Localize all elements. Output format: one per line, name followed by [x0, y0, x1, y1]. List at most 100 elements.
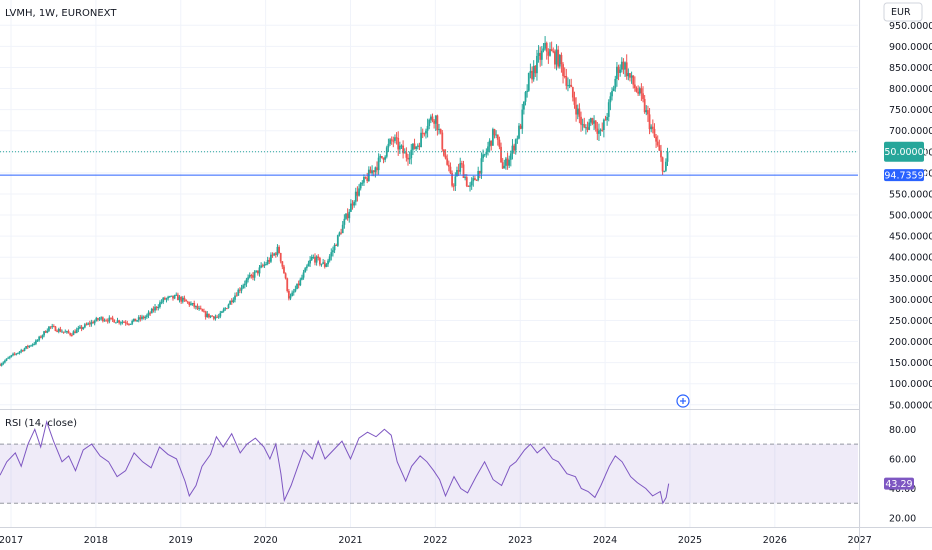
candle: [534, 65, 537, 74]
candle: [286, 278, 289, 292]
candle: [547, 51, 550, 56]
candle: [13, 353, 16, 355]
candle: [221, 311, 223, 313]
candle: [431, 116, 434, 121]
candle: [467, 185, 470, 187]
candle: [186, 301, 189, 303]
candle: [421, 132, 424, 134]
candle: [248, 274, 251, 278]
candle: [560, 54, 563, 65]
candle: [323, 262, 326, 267]
candle: [495, 134, 498, 136]
candle: [149, 312, 152, 314]
candle: [70, 335, 73, 337]
currency-button[interactable]: EUR: [883, 2, 923, 22]
candle: [567, 85, 569, 87]
candle: [18, 351, 21, 353]
candle: [304, 268, 307, 273]
candle: [648, 114, 651, 130]
candle: [147, 312, 150, 316]
candle: [39, 336, 42, 338]
candle: [230, 300, 233, 303]
candle: [397, 137, 400, 150]
candle: [284, 273, 287, 279]
candle: [571, 87, 574, 98]
candle: [57, 328, 60, 332]
candle: [478, 171, 481, 174]
candle: [152, 308, 155, 311]
candle: [622, 61, 625, 70]
candle: [211, 315, 214, 317]
candle: [598, 130, 600, 134]
candle: [170, 295, 173, 297]
candle: [459, 163, 462, 172]
candle: [255, 270, 258, 272]
candle: [318, 257, 321, 265]
price-tick-label: 250.00000: [889, 316, 932, 327]
candle: [524, 92, 527, 102]
candle: [85, 324, 88, 326]
candle: [601, 129, 604, 131]
candle: [48, 326, 50, 331]
candle: [273, 253, 276, 256]
add-marker-button[interactable]: [676, 394, 690, 408]
candle: [583, 124, 586, 128]
candle: [302, 272, 305, 278]
candle: [145, 315, 148, 317]
candle: [624, 62, 626, 70]
candle: [8, 356, 11, 358]
candle: [418, 145, 421, 148]
candle: [576, 108, 579, 115]
candle: [557, 49, 560, 67]
candle: [537, 52, 540, 56]
candle: [661, 157, 664, 172]
candle: [128, 323, 130, 325]
candle: [505, 158, 507, 166]
candle: [307, 263, 310, 267]
candle: [155, 306, 158, 309]
candle: [240, 287, 243, 291]
candle: [180, 296, 183, 302]
candle: [586, 127, 589, 130]
candle: [607, 102, 610, 117]
candle: [287, 291, 290, 299]
candle: [88, 323, 91, 325]
time-axis[interactable]: 2017 2018 2019 2020 2021 2022 2023 2024 2025 2026…: [0, 535, 872, 546]
candle: [325, 264, 328, 267]
candle: [341, 224, 344, 234]
candle: [377, 157, 380, 171]
candle: [487, 146, 489, 152]
candle: [650, 126, 653, 130]
candle: [630, 75, 633, 78]
price-axis[interactable]: 950.00000 900.00000 850.00000 800.00000 750.…: [889, 21, 932, 411]
candle: [568, 84, 571, 86]
price-tick-label: 300.00000: [889, 295, 932, 306]
candle: [441, 132, 444, 150]
candle: [513, 145, 515, 151]
candle: [460, 163, 463, 165]
candle: [181, 297, 184, 302]
candle: [75, 329, 78, 334]
candle: [33, 343, 36, 345]
candle: [382, 157, 385, 160]
candle: [436, 115, 439, 131]
candle: [141, 316, 143, 319]
candle: [426, 126, 429, 131]
candle: [374, 167, 377, 173]
candle: [364, 177, 367, 179]
candle: [176, 294, 179, 301]
candle: [154, 306, 156, 311]
candle: [371, 170, 374, 174]
candle: [425, 130, 427, 134]
candle: [470, 181, 473, 186]
candle: [465, 177, 468, 186]
candle: [160, 301, 163, 303]
candle: [330, 252, 333, 257]
candle: [175, 294, 178, 296]
candle: [31, 344, 34, 346]
candle: [663, 170, 666, 172]
candle: [198, 308, 201, 310]
candle: [185, 299, 187, 302]
candle: [565, 76, 568, 86]
